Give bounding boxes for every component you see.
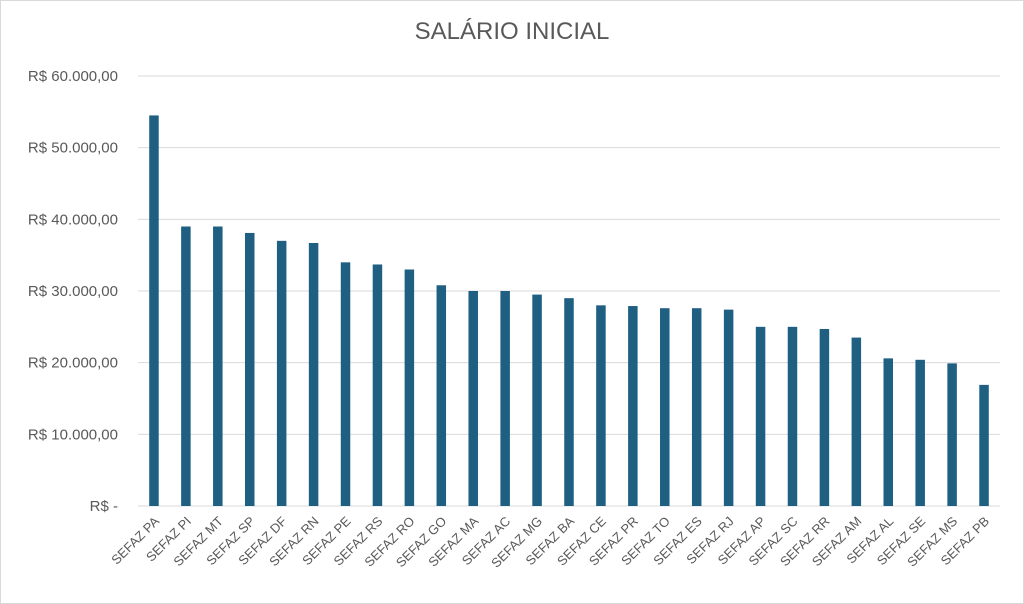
y-tick-label: R$ 20.000,00 <box>28 355 118 372</box>
bar <box>979 384 989 506</box>
bar <box>787 326 798 506</box>
bar <box>755 326 766 506</box>
y-tick-label: R$ 30.000,00 <box>28 283 118 300</box>
bar <box>308 242 319 506</box>
y-tick-label: R$ 60.000,00 <box>28 68 118 85</box>
bar <box>500 291 510 506</box>
y-tick-label: R$ 40.000,00 <box>28 211 118 228</box>
y-tick-label: R$ 50.000,00 <box>28 140 118 157</box>
bar <box>213 226 223 506</box>
bar <box>436 285 447 506</box>
bar <box>915 359 925 506</box>
bar <box>660 308 670 506</box>
bar <box>947 363 957 506</box>
bar <box>883 358 894 506</box>
bar <box>532 294 542 506</box>
y-tick-label: R$ 10.000,00 <box>28 426 118 443</box>
bar <box>244 232 255 506</box>
bar <box>149 115 159 507</box>
bar <box>276 240 287 507</box>
bar <box>564 298 574 506</box>
bar <box>372 264 383 506</box>
bar <box>851 337 862 506</box>
bar <box>691 308 702 506</box>
bar <box>628 306 638 506</box>
bar <box>596 305 606 506</box>
bar <box>468 291 478 506</box>
bar <box>404 269 415 506</box>
y-tick-label: R$ - <box>90 498 118 515</box>
chart-title: SALÁRIO INICIAL <box>414 18 610 45</box>
bar <box>819 328 830 506</box>
bar <box>181 226 191 506</box>
bar <box>723 309 734 506</box>
bar <box>340 262 351 506</box>
